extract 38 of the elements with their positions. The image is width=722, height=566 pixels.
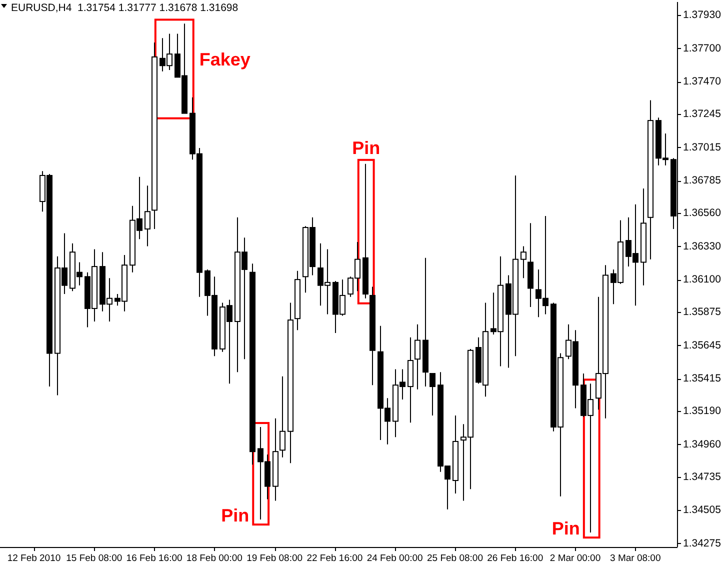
x-tick-label: 16 Feb 16:00 <box>126 553 182 564</box>
y-tick-label: 1.34735 <box>683 470 722 483</box>
annotation: Pin <box>552 518 580 539</box>
y-tick-label: 1.34505 <box>683 504 722 516</box>
y-tick-label: 1.37930 <box>683 9 722 22</box>
y-tick-label: 1.35190 <box>683 405 722 418</box>
x-tick-label: 3 Mar 08:00 <box>610 553 661 564</box>
x-tick-label: 24 Feb 00:00 <box>366 553 423 564</box>
x-tick-label: 22 Feb 16:00 <box>306 553 363 564</box>
x-tick-label: 12 Feb 2010 <box>7 553 61 564</box>
candlestick <box>414 324 420 390</box>
x-tick-label: 18 Feb 00:00 <box>186 553 242 564</box>
y-tick-label: 1.35645 <box>683 339 722 352</box>
annotation: Pin <box>221 506 250 526</box>
x-tick-label: 26 Feb 16:00 <box>487 553 544 564</box>
y-tick-label: 1.36560 <box>683 207 722 220</box>
y-tick-label: 1.37245 <box>683 108 722 120</box>
y-tick-label: 1.34275 <box>683 537 722 550</box>
y-tick-label: 1.36100 <box>683 274 722 286</box>
candlestick <box>430 373 436 416</box>
candlestick <box>280 376 286 458</box>
x-tick-label: 2 Mar 00:00 <box>550 553 601 564</box>
annotation: Pin <box>352 138 380 158</box>
x-tick-label: 25 Feb 08:00 <box>426 553 483 564</box>
y-tick-label: 1.37015 <box>683 141 722 154</box>
y-tick-label: 1.34960 <box>683 438 722 450</box>
annotation: Fakey <box>199 50 250 70</box>
y-tick-label: 1.37700 <box>683 42 722 54</box>
chart-title: EURUSD,H4 1.31754 1.31777 1.31678 1.31698 <box>11 2 238 14</box>
y-tick-label: 1.36785 <box>683 174 722 187</box>
y-tick-label: 1.37470 <box>683 76 722 88</box>
x-tick-label: 15 Feb 08:00 <box>66 553 122 564</box>
y-tick-label: 1.35415 <box>683 372 722 385</box>
y-tick-label: 1.35875 <box>683 306 722 318</box>
candlestick <box>144 185 150 247</box>
candlestick <box>520 246 526 279</box>
x-tick-label: 19 Feb 08:00 <box>246 553 303 564</box>
y-tick-label: 1.36330 <box>683 240 722 252</box>
